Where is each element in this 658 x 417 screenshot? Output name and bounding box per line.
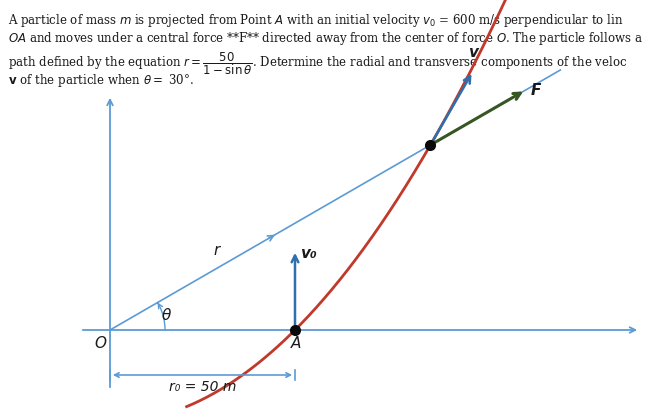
Text: $\mathbf{v}$ of the particle when $\theta=$ 30°.: $\mathbf{v}$ of the particle when $\thet… [8, 72, 194, 89]
Text: θ: θ [162, 308, 171, 323]
Text: v₀: v₀ [300, 246, 316, 261]
Text: F: F [531, 83, 541, 98]
Text: r: r [214, 243, 220, 258]
Text: path defined by the equation $r=\dfrac{50}{1-\sin\theta}$. Determine the radial : path defined by the equation $r=\dfrac{5… [8, 50, 627, 77]
Text: r₀ = 50 m: r₀ = 50 m [169, 380, 236, 394]
Text: O: O [94, 336, 106, 351]
Text: A particle of mass $m$ is projected from Point $A$ with an initial velocity $v_0: A particle of mass $m$ is projected from… [8, 12, 623, 29]
Text: A: A [291, 336, 301, 351]
Text: v: v [468, 45, 478, 60]
Text: $OA$ and moves under a central force **F** directed away from the center of forc: $OA$ and moves under a central force **F… [8, 30, 643, 47]
